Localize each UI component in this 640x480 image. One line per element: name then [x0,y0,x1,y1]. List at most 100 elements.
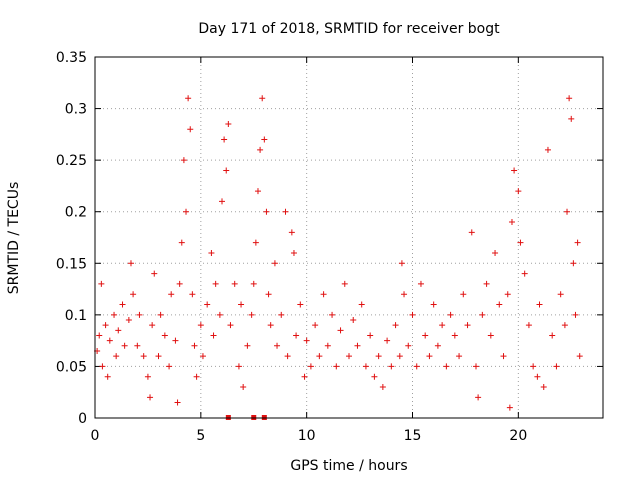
data-point [147,394,154,401]
data-point [119,301,126,308]
data-point [515,188,522,195]
data-point [358,301,365,308]
y-tick-label: 0.2 [65,205,87,221]
data-point [346,353,352,360]
data-point [303,337,310,344]
data-point [252,239,259,246]
data-point [161,332,168,339]
data-point [178,239,185,246]
data-point [536,301,543,308]
data-point [384,337,391,344]
data-point [185,95,192,102]
data-point [144,373,151,380]
data-point [301,373,308,380]
data-point [293,332,300,339]
y-axis-label: SRMTID / TECUs [6,182,22,295]
data-point [208,249,215,256]
data-point [106,337,113,344]
data-point [312,322,319,329]
data-point [261,136,268,143]
data-point [329,311,336,318]
data-point [157,311,164,318]
data-point [125,317,132,324]
data-point [274,342,281,349]
data-point [263,208,270,215]
data-point [282,208,289,215]
data-point [140,353,147,360]
data-point [204,301,211,308]
y-tick-label: 0.15 [56,256,87,272]
data-point [337,327,344,334]
data-point [176,280,183,287]
data-point [576,353,583,360]
data-point [102,322,109,329]
data-point [479,311,486,318]
data-point [570,260,577,267]
data-point [115,327,122,334]
data-point [235,363,242,370]
data-point [316,353,323,360]
data-point [320,291,327,298]
data-point [468,229,475,236]
data-point [227,322,234,329]
data-point [136,311,143,318]
data-point [460,291,467,298]
data-point [504,291,511,298]
data-point [430,301,437,308]
data-point [254,188,261,195]
data-point [572,311,579,318]
data-point [333,363,340,370]
data-point [392,322,399,329]
x-tick-label: 15 [404,428,422,444]
data-point [250,280,257,287]
data-point [367,332,374,339]
data-point [473,363,479,370]
data-point [290,249,297,256]
y-tick-label: 0.1 [65,308,87,324]
data-point [409,311,416,318]
data-point [540,384,547,391]
data-point [521,270,528,277]
data-point [398,260,405,267]
data-point [549,332,556,339]
data-point [221,136,228,143]
y-tick-label: 0.35 [56,50,87,66]
data-point [183,208,190,215]
data-point [259,95,266,102]
y-tick-label: 0.3 [65,102,87,118]
data-point [288,229,295,236]
data-point [223,167,230,174]
data-point [96,332,103,339]
data-point [324,342,331,349]
data-point [544,146,551,153]
data-point [388,363,395,370]
data-point [561,322,568,329]
data-point [534,373,541,380]
data-point [216,311,223,318]
data-point [104,373,111,380]
x-axis-label: GPS time / hours [290,458,407,474]
data-point [508,219,515,226]
data-point [111,311,118,318]
data-point [189,291,196,298]
data-point [564,208,571,215]
data-point [193,373,200,380]
data-point [496,301,503,308]
data-point [568,115,575,122]
data-point [422,332,429,339]
data-point [525,322,532,329]
data-point [492,249,499,256]
data-point [271,260,278,267]
data-point [451,332,458,339]
data-point [506,404,513,411]
data-point [517,239,524,246]
data-point [180,157,187,164]
data-point [341,280,348,287]
data-points [94,95,583,420]
data-point [439,322,446,329]
data-point [487,332,494,339]
y-tick-label: 0.25 [56,153,87,169]
data-point [155,353,162,360]
